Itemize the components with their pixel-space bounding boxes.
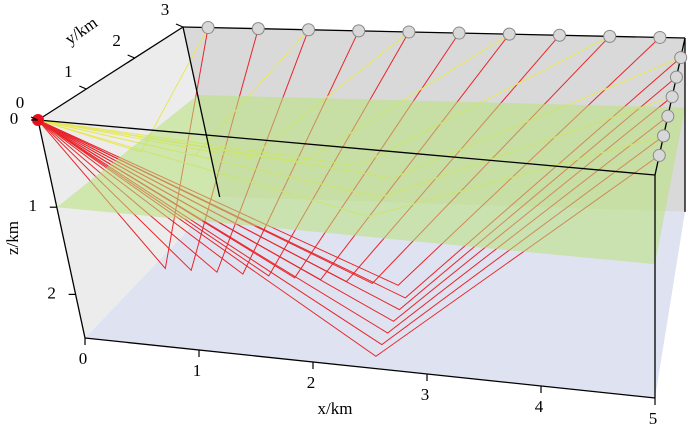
interface-layer [56,95,686,265]
receiver [674,51,688,65]
y-tick-label: 0 [16,93,25,112]
z-axis-title: z/km [3,221,22,255]
scene: 0 1 2 3 4 5 0 1 2 3 0 1 2 [10,0,688,428]
tick-mark [175,23,184,28]
box-edge [37,119,656,176]
z-tick-label: 2 [47,283,56,302]
y-tick-label: 2 [112,31,121,50]
box-edge [37,119,86,339]
tick-mark [127,54,135,59]
receiver [661,109,675,123]
y-tick-label: 3 [161,0,170,19]
receiver [452,26,466,40]
receiver [402,25,416,39]
receiver [603,29,617,43]
y-tick-label: 1 [64,62,73,81]
y-axis-title: y/km [61,13,101,49]
receiver [665,90,679,104]
z-tick-label: 0 [10,109,19,128]
receiver [352,24,366,38]
z-tick-label: 1 [29,196,38,215]
x-tick-label: 5 [649,409,658,428]
receiver [669,70,683,84]
box-edge [182,26,221,198]
receiver [302,23,315,37]
receiver [201,21,215,35]
x-axis-title: x/km [318,399,353,418]
x-tick-label: 3 [421,385,430,404]
receiver [652,148,666,162]
tick-mark [79,85,87,90]
box-edge [84,337,656,399]
receiver [502,27,516,41]
receiver [251,22,265,36]
x-tick-label: 0 [79,349,88,368]
box-edge [182,26,686,39]
x-tick-label: 1 [193,361,202,380]
receiver [657,129,671,143]
box-edge [37,26,184,121]
receiver [653,30,667,44]
receiver [553,28,566,42]
x-tick-label: 2 [307,373,316,392]
x-tick-label: 4 [535,397,544,416]
